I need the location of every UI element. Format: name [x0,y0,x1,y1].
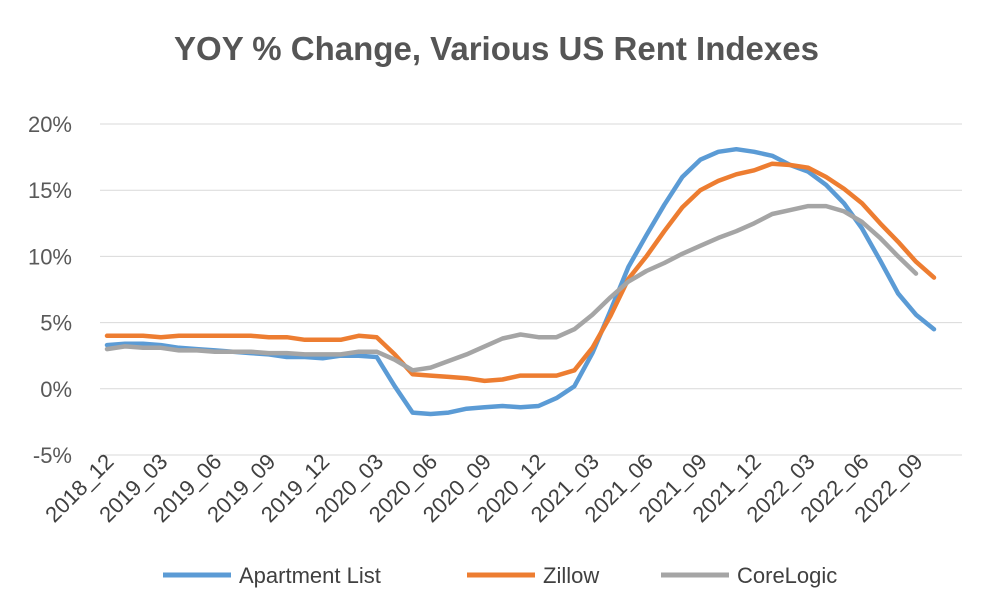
chart-title: YOY % Change, Various US Rent Indexes [174,30,819,67]
y-tick-label: 15% [28,178,72,203]
x-axis-ticks: 2018_122019_032019_062019_092019_122020_… [40,449,927,527]
legend-label-zillow: Zillow [543,563,599,588]
legend-label-apartment-list: Apartment List [239,563,381,588]
series-line-corelogic [104,203,919,373]
series-line-zillow [104,161,937,384]
y-axis-ticks: -5% 0% 5% 10% 15% 20% [28,112,72,468]
y-tick-label: 20% [28,112,72,137]
y-tick-label: 5% [40,311,72,336]
legend-label-corelogic: CoreLogic [737,563,837,588]
y-tick-label: -5% [33,443,72,468]
y-tick-label: 0% [40,377,72,402]
y-tick-label: 10% [28,244,72,269]
legend: Apartment List Zillow CoreLogic [163,563,837,588]
series-lines [104,146,937,417]
gridlines [100,123,962,456]
